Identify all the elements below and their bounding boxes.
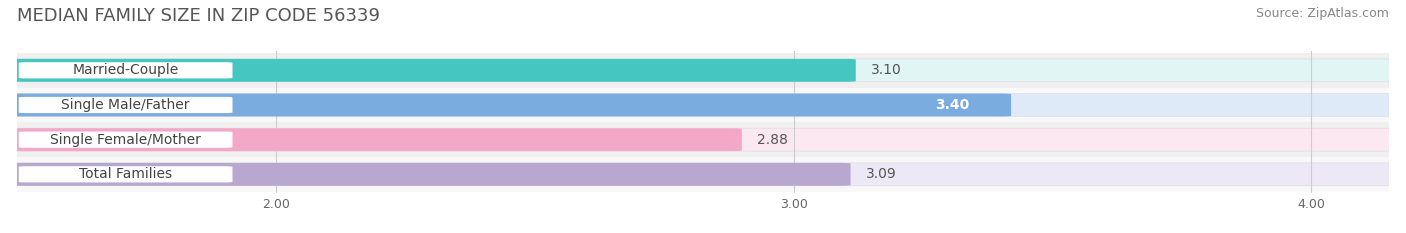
FancyBboxPatch shape — [17, 53, 1389, 88]
Text: Married-Couple: Married-Couple — [73, 63, 179, 77]
Text: Source: ZipAtlas.com: Source: ZipAtlas.com — [1256, 7, 1389, 20]
FancyBboxPatch shape — [18, 96, 233, 114]
Text: Single Male/Father: Single Male/Father — [62, 98, 190, 112]
FancyBboxPatch shape — [18, 61, 233, 79]
Text: Single Female/Mother: Single Female/Mother — [51, 133, 201, 147]
Text: 3.09: 3.09 — [866, 167, 897, 181]
FancyBboxPatch shape — [7, 94, 1011, 116]
FancyBboxPatch shape — [18, 165, 233, 183]
FancyBboxPatch shape — [7, 128, 742, 151]
Text: 2.88: 2.88 — [758, 133, 789, 147]
FancyBboxPatch shape — [7, 59, 1399, 82]
FancyBboxPatch shape — [18, 131, 233, 149]
FancyBboxPatch shape — [7, 163, 851, 186]
FancyBboxPatch shape — [17, 122, 1389, 157]
FancyBboxPatch shape — [7, 94, 1399, 116]
FancyBboxPatch shape — [7, 59, 856, 82]
Text: MEDIAN FAMILY SIZE IN ZIP CODE 56339: MEDIAN FAMILY SIZE IN ZIP CODE 56339 — [17, 7, 380, 25]
FancyBboxPatch shape — [7, 128, 1399, 151]
Text: 3.10: 3.10 — [872, 63, 903, 77]
Text: Total Families: Total Families — [79, 167, 172, 181]
FancyBboxPatch shape — [17, 157, 1389, 192]
Text: 3.40: 3.40 — [935, 98, 970, 112]
FancyBboxPatch shape — [17, 88, 1389, 122]
FancyBboxPatch shape — [7, 163, 1399, 186]
